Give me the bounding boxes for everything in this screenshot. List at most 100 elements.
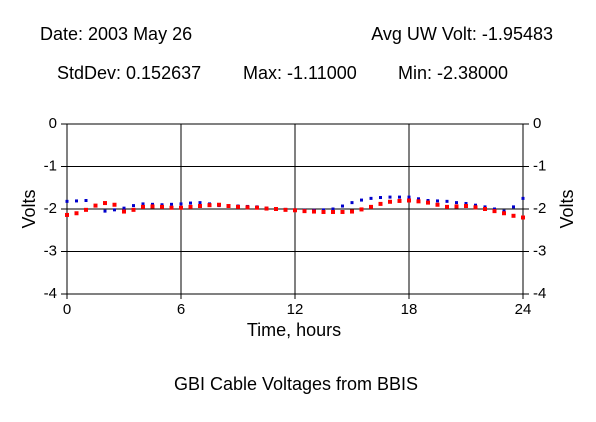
data-point bbox=[454, 204, 459, 209]
data-point bbox=[198, 201, 202, 205]
data-point bbox=[74, 211, 79, 216]
x-tick-label: 6 bbox=[177, 301, 185, 318]
y-axis-label: Volts bbox=[19, 189, 39, 228]
data-point bbox=[435, 202, 440, 207]
data-point bbox=[426, 199, 430, 202]
data-point bbox=[103, 209, 107, 213]
data-point bbox=[65, 199, 69, 203]
data-point bbox=[397, 198, 402, 203]
data-point bbox=[417, 197, 420, 201]
data-point bbox=[502, 209, 506, 213]
data-point bbox=[274, 207, 278, 211]
y-tick-label: 0 bbox=[49, 115, 57, 132]
data-point bbox=[283, 207, 288, 212]
data-point bbox=[160, 204, 164, 209]
data-point bbox=[445, 204, 449, 209]
data-point bbox=[473, 205, 478, 210]
data-point bbox=[521, 215, 525, 220]
data-point bbox=[103, 201, 107, 206]
data-point bbox=[378, 201, 383, 206]
data-point bbox=[188, 204, 193, 209]
x-tick-label: 18 bbox=[401, 301, 418, 318]
data-point bbox=[322, 208, 325, 212]
stddev: StdDev: 0.152637 bbox=[57, 63, 201, 83]
data-point bbox=[264, 206, 269, 211]
data-point bbox=[179, 205, 183, 210]
data-point bbox=[151, 202, 154, 206]
y-tick-label: -1 bbox=[44, 157, 57, 174]
data-point bbox=[464, 201, 468, 205]
data-point bbox=[340, 209, 345, 214]
data-point bbox=[360, 198, 363, 202]
data-point bbox=[255, 205, 259, 210]
data-point bbox=[207, 203, 212, 208]
data-point bbox=[388, 195, 392, 199]
data-point bbox=[521, 196, 525, 200]
date: Date: 2003 May 26 bbox=[40, 24, 192, 44]
max: Max: -1.11000 bbox=[243, 63, 357, 83]
data-point bbox=[483, 207, 487, 211]
data-point bbox=[160, 203, 164, 207]
chart-title: GBI Cable Voltages from BBIS bbox=[174, 374, 418, 394]
data-point bbox=[75, 199, 78, 203]
data-point bbox=[84, 207, 88, 212]
y-axis-label-right: Volts bbox=[557, 189, 577, 228]
data-point bbox=[141, 202, 145, 206]
data-point bbox=[312, 209, 316, 214]
x-tick-label: 0 bbox=[63, 301, 71, 318]
data-point bbox=[150, 204, 155, 209]
data-point bbox=[245, 205, 250, 210]
data-point bbox=[416, 199, 421, 204]
data-point bbox=[217, 202, 221, 207]
data-point bbox=[388, 199, 392, 204]
data-point bbox=[293, 208, 297, 213]
data-point bbox=[170, 202, 173, 206]
data-point bbox=[426, 200, 430, 205]
data-point bbox=[331, 209, 335, 214]
data-point bbox=[492, 209, 497, 214]
data-point bbox=[226, 204, 231, 209]
data-point bbox=[198, 204, 202, 209]
data-point bbox=[464, 204, 468, 209]
y-tick-label-right: -2 bbox=[533, 200, 546, 217]
y-tick-label-right: -3 bbox=[533, 242, 546, 259]
data-point bbox=[141, 204, 145, 209]
data-point bbox=[350, 209, 354, 214]
data-point bbox=[169, 205, 174, 210]
data-point bbox=[350, 201, 354, 205]
data-point bbox=[436, 199, 439, 203]
data-point bbox=[369, 204, 373, 209]
y-tick-label-right: -1 bbox=[533, 157, 546, 174]
data-point bbox=[189, 201, 192, 205]
data-point bbox=[407, 195, 411, 199]
data-point bbox=[407, 198, 411, 203]
data-point bbox=[474, 203, 477, 207]
data-point bbox=[379, 196, 382, 200]
min: Min: -2.38000 bbox=[398, 63, 508, 83]
avg-volt: Avg UW Volt: -1.95483 bbox=[371, 24, 553, 44]
y-tick-label: -2 bbox=[44, 200, 57, 217]
y-tick-label: -3 bbox=[44, 242, 57, 259]
data-point bbox=[369, 196, 373, 200]
data-point bbox=[483, 205, 487, 209]
x-axis-label: Time, hours bbox=[247, 320, 341, 340]
y-tick-label-right: 0 bbox=[533, 115, 541, 132]
data-point bbox=[493, 207, 496, 211]
data-point bbox=[302, 209, 307, 214]
data-point bbox=[179, 202, 183, 206]
data-point bbox=[511, 213, 516, 218]
x-tick-label: 24 bbox=[515, 301, 532, 318]
x-tick-label: 12 bbox=[287, 301, 304, 318]
data-point bbox=[93, 203, 98, 208]
data-point bbox=[331, 207, 335, 211]
data-point bbox=[512, 205, 515, 209]
data-point bbox=[398, 195, 401, 199]
data-point bbox=[502, 211, 506, 216]
data-point bbox=[341, 204, 344, 208]
data-point bbox=[455, 201, 458, 205]
data-point bbox=[122, 206, 126, 210]
data-point bbox=[445, 199, 449, 203]
data-point bbox=[131, 207, 136, 212]
